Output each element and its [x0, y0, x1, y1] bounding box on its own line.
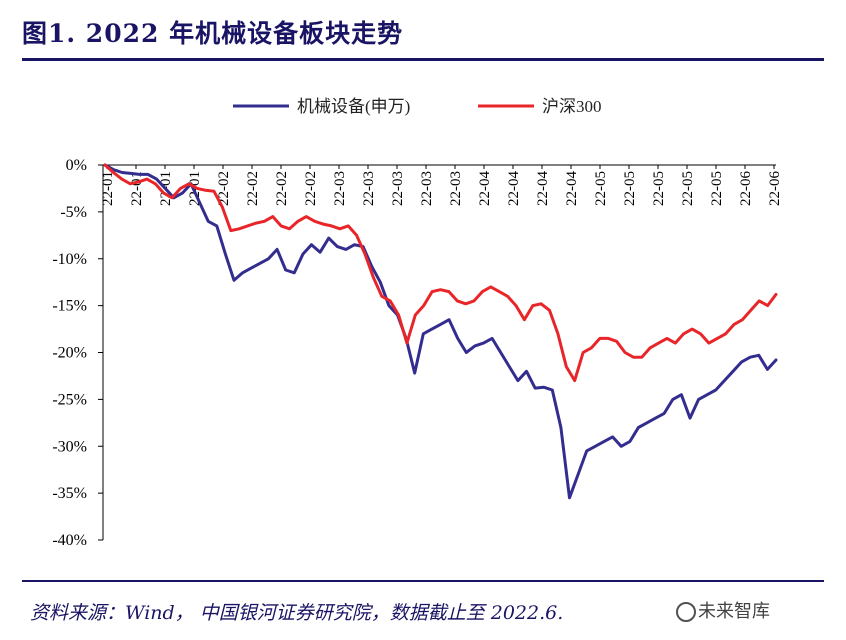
- x-tick-label: 22-03: [448, 171, 464, 206]
- x-tick-label: 22-03: [419, 171, 435, 206]
- x-tick-label: 22-02: [245, 171, 261, 206]
- x-tick-label: 22-02: [216, 171, 232, 206]
- legend-label-1: 机械设备(申万): [297, 97, 410, 116]
- series-line-1: [103, 163, 778, 500]
- x-tick-label: 22-04: [477, 171, 493, 206]
- watermark-text: 未来智库: [698, 601, 770, 622]
- x-tick-label: 22-05: [651, 171, 667, 206]
- legend: 机械设备(申万) 沪深300: [233, 97, 602, 116]
- x-tick-label: 22-05: [680, 171, 696, 206]
- chart-series: [103, 163, 778, 500]
- title-rule: [22, 58, 824, 61]
- y-tick-label: -20%: [52, 345, 87, 362]
- x-tick-label: 22-03: [332, 171, 348, 206]
- x-tick-label: 22-06: [767, 171, 783, 206]
- x-tick-label: 22-05: [593, 171, 609, 206]
- x-tick-label: 22-05: [709, 171, 725, 206]
- y-tick-label: -15%: [52, 298, 87, 315]
- x-tick-label: 22-01: [129, 171, 145, 206]
- legend-label-2: 沪深300: [542, 97, 602, 116]
- y-tick-label: -5%: [60, 204, 87, 221]
- wechat-icon: [676, 602, 696, 622]
- y-tick-label: -10%: [52, 251, 87, 268]
- x-tick-label: 22-03: [390, 171, 406, 206]
- y-tick-label: -30%: [52, 438, 87, 455]
- y-tick-label: -25%: [52, 391, 87, 408]
- x-tick-label: 22-06: [738, 171, 754, 206]
- x-tick-label: 22-02: [303, 171, 319, 206]
- x-tick-label: 22-03: [361, 171, 377, 206]
- y-tick-label: -40%: [52, 532, 87, 549]
- watermark: 未来智库: [676, 597, 770, 623]
- x-tick-label: 22-05: [622, 171, 638, 206]
- x-tick-label: 22-04: [535, 171, 551, 206]
- footer-rule: [22, 580, 824, 582]
- x-tick-label: 22-02: [274, 171, 290, 206]
- source-note: 资料来源：Wind， 中国银河证券研究院，数据截止至 2022.6.: [30, 602, 564, 624]
- x-tick-label: 22-04: [506, 171, 522, 206]
- page-title: 图1. 2022 年机械设备板块走势: [22, 19, 404, 48]
- y-tick-label: -35%: [52, 485, 87, 502]
- x-tick-label: 22-01: [100, 171, 116, 206]
- series-line-2: [103, 163, 778, 383]
- x-tick-label: 22-04: [564, 171, 580, 206]
- y-tick-label: 0%: [66, 157, 87, 174]
